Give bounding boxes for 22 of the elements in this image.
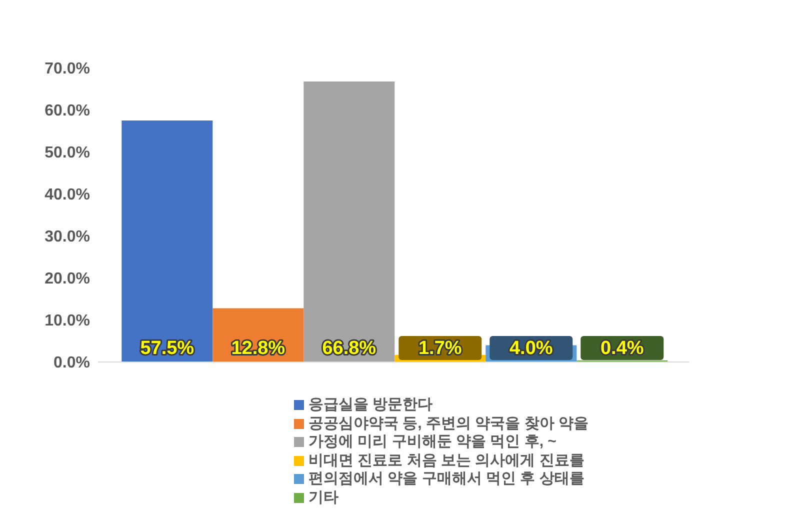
data-label: 4.0% (509, 338, 553, 359)
y-tick-label: 70.0% (44, 60, 90, 78)
legend-label: 가정에 미리 구비해둔 약을 먹인 후, ~ (308, 433, 556, 452)
data-label: 0.4% (600, 338, 644, 359)
legend-label: 비대면 진료로 처음 보는 의사에게 진료를 (308, 452, 584, 470)
legend-label: 응급실을 방문한다 (308, 396, 433, 414)
legend-label: 공공심야약국 등, 주변의 약국을 찾아 약을 (308, 414, 589, 433)
y-tick-label: 50.0% (44, 144, 90, 162)
y-tick-label: 0.0% (54, 354, 90, 372)
data-label: 12.8% (231, 338, 286, 359)
legend-label: 기타 (308, 488, 338, 507)
y-tick-label: 30.0% (44, 228, 90, 246)
y-tick-label: 60.0% (44, 102, 90, 120)
data-label: 57.5% (140, 338, 194, 359)
bar (122, 120, 213, 362)
data-label: 1.7% (418, 338, 462, 359)
y-tick-label: 40.0% (44, 186, 90, 204)
bar (304, 81, 395, 362)
data-label: 66.8% (322, 338, 376, 359)
y-tick-label: 20.0% (44, 270, 90, 288)
y-tick-label: 10.0% (44, 312, 90, 330)
legend-label: 편의점에서 약을 구매해서 먹인 후 상태를 (308, 470, 584, 488)
